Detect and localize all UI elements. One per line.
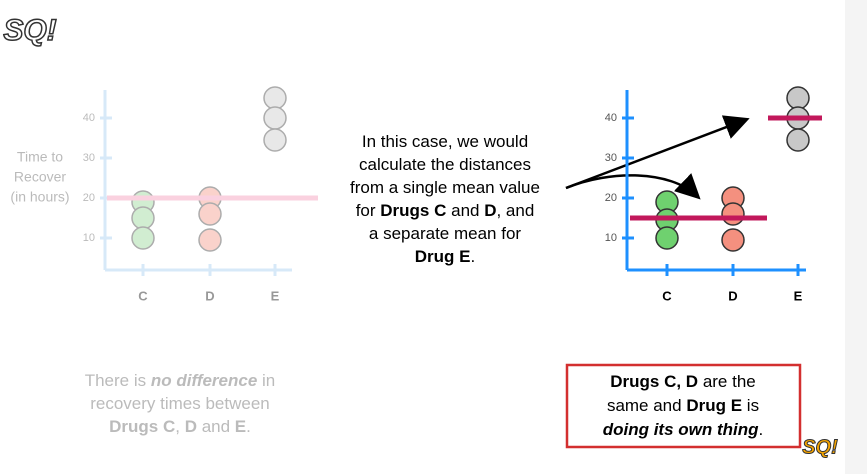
data-point bbox=[131, 226, 155, 250]
text-run: There is bbox=[85, 371, 151, 390]
text-run: D bbox=[484, 201, 496, 220]
text-run: . bbox=[246, 417, 251, 436]
data-point bbox=[131, 206, 155, 230]
x-tick-label: D bbox=[205, 288, 214, 303]
y-tick-label: 40 bbox=[605, 112, 617, 124]
y-tick-label: 30 bbox=[83, 152, 95, 164]
text-run: and bbox=[446, 201, 484, 220]
data-point bbox=[721, 202, 745, 226]
text-run: in bbox=[257, 371, 275, 390]
data-point bbox=[786, 86, 810, 110]
y-tick-label: 20 bbox=[83, 192, 95, 204]
text-run: are the bbox=[698, 372, 756, 391]
text-run: for bbox=[356, 201, 381, 220]
y-axis-label: Recover bbox=[14, 169, 66, 185]
x-tick-label: E bbox=[794, 288, 803, 303]
x-tick-label: E bbox=[271, 288, 280, 303]
text-run: calculate the distances bbox=[359, 155, 531, 174]
text-line: calculate the distances bbox=[359, 155, 531, 174]
data-point bbox=[721, 228, 745, 252]
data-point bbox=[198, 202, 222, 226]
text-run: , bbox=[175, 417, 184, 436]
y-axis-label: Time to bbox=[17, 149, 63, 165]
chart: 10 20 30 40 C D E bbox=[605, 86, 822, 303]
text-run: Drugs C bbox=[109, 417, 175, 436]
text-line: same and Drug E is bbox=[607, 396, 759, 415]
arrow bbox=[565, 173, 701, 200]
chart: 10 20 30 40 Time to Recover (in hours) C D E bbox=[10, 86, 318, 303]
x-tick-label: C bbox=[662, 288, 672, 303]
data-point bbox=[263, 128, 287, 152]
y-tick-label: 20 bbox=[605, 192, 617, 204]
data-point bbox=[655, 226, 679, 250]
text-line: recovery times between bbox=[90, 394, 270, 413]
text-run: doing its own thing bbox=[603, 420, 759, 439]
text-run: E bbox=[235, 417, 246, 436]
y-axis-label: (in hours) bbox=[10, 189, 69, 205]
logo-small: SQ! bbox=[802, 436, 838, 458]
text-run: no difference bbox=[151, 371, 257, 390]
x-tick-label: D bbox=[728, 288, 737, 303]
text-line: Drugs C, D and E. bbox=[109, 417, 251, 436]
text-line: In this case, we would bbox=[362, 132, 528, 151]
data-point bbox=[263, 86, 287, 110]
y-tick-label: 30 bbox=[605, 152, 617, 164]
text-run: same and bbox=[607, 396, 686, 415]
text-line: for Drugs C and D, and bbox=[356, 201, 535, 220]
text-run: and bbox=[197, 417, 235, 436]
text-run: . bbox=[759, 420, 764, 439]
data-point bbox=[786, 128, 810, 152]
arrow bbox=[565, 115, 750, 190]
text-run: Drug E bbox=[415, 247, 471, 266]
text-line: Drugs C, D are the bbox=[610, 372, 756, 391]
text-run: Drugs C bbox=[380, 201, 446, 220]
y-tick-label: 10 bbox=[83, 232, 95, 244]
text-run: In this case, we would bbox=[362, 132, 528, 151]
text-line: There is no difference in bbox=[85, 371, 276, 390]
text-run: is bbox=[742, 396, 759, 415]
text-run: D bbox=[185, 417, 197, 436]
text-run: Drugs C, D bbox=[610, 372, 698, 391]
text-line: from a single mean value bbox=[350, 178, 540, 197]
x-tick-label: C bbox=[138, 288, 148, 303]
data-point bbox=[263, 106, 287, 130]
text-line: Drug E. bbox=[415, 247, 475, 266]
text-run: recovery times between bbox=[90, 394, 270, 413]
y-tick-label: 40 bbox=[83, 112, 95, 124]
data-point bbox=[198, 228, 222, 252]
text-line: a separate mean for bbox=[369, 224, 521, 243]
data-point bbox=[131, 190, 155, 214]
text-run: . bbox=[471, 247, 476, 266]
logo: SQ! bbox=[3, 14, 56, 47]
conclusion-box bbox=[565, 363, 802, 449]
text-run: from a single mean value bbox=[350, 178, 540, 197]
data-point bbox=[198, 186, 222, 210]
text-run: a separate mean for bbox=[369, 224, 521, 243]
text-line: doing its own thing. bbox=[603, 420, 764, 439]
text-run: , and bbox=[496, 201, 534, 220]
text-run: Drug E bbox=[686, 396, 742, 415]
y-tick-label: 10 bbox=[605, 232, 617, 244]
side-strip bbox=[845, 0, 867, 474]
